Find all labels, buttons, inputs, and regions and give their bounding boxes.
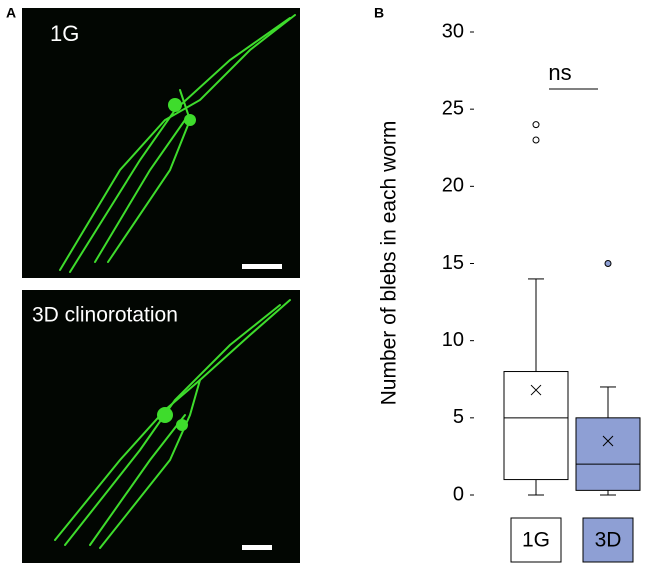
panel-label: B xyxy=(374,5,384,21)
y-axis-label: Number of blebs in each worm xyxy=(378,121,401,406)
mean xyxy=(530,384,542,396)
y-tick-label: 30 xyxy=(442,20,464,42)
y-tick-label: 10 xyxy=(442,329,464,351)
category-box xyxy=(510,517,562,563)
image-label: 1G xyxy=(50,21,79,46)
x-tick-label: 1G xyxy=(522,529,550,552)
outlier xyxy=(532,121,540,129)
box xyxy=(575,417,641,491)
y-tick-label: 0 xyxy=(453,483,464,505)
y-tick-label: 5 xyxy=(453,406,464,428)
mean xyxy=(602,435,614,447)
outlier xyxy=(604,260,612,267)
x-tick-label: 3D xyxy=(595,529,622,552)
y-tick-label: 25 xyxy=(442,97,464,119)
micrograph: 1G xyxy=(22,8,300,278)
panel-label: A xyxy=(6,5,16,21)
y-tick-label: 15 xyxy=(442,252,464,274)
micrograph: 3D clinorotation xyxy=(22,290,300,563)
category-box xyxy=(582,517,634,563)
y-tick-label: 20 xyxy=(442,175,464,197)
image-label: 3D clinorotation xyxy=(32,304,178,327)
box xyxy=(503,371,569,481)
annotation: ns xyxy=(548,60,571,85)
outlier xyxy=(532,136,540,144)
